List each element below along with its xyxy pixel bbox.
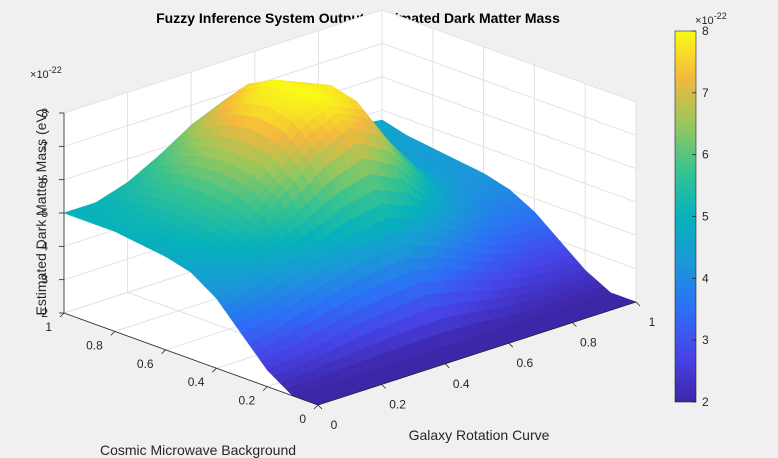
colorbar-tick-label: 4 xyxy=(702,271,709,285)
colorbar-tick-label: 6 xyxy=(702,148,709,162)
colorbar-exponent-base: 10 xyxy=(701,15,713,27)
colorbar-tick-label: 5 xyxy=(702,210,709,224)
gridline xyxy=(63,9,383,114)
x-tick-label: 0.6 xyxy=(516,356,533,370)
x-tick-label: 0 xyxy=(331,418,338,432)
x-tick-mark xyxy=(635,301,641,307)
x-tick-mark xyxy=(381,384,386,389)
colorbar-exponent-prefix: × xyxy=(695,15,701,27)
y-axis-label: Cosmic Microwave Background xyxy=(100,442,296,458)
y-tick-mark xyxy=(59,312,65,318)
z-tick-label: 7 xyxy=(41,139,48,153)
y-tick-label: 0 xyxy=(299,412,306,426)
z-exponent-prefix: × xyxy=(30,69,36,81)
colorbar-tick-label: 8 xyxy=(702,24,709,38)
z-exponent-label: ×10-22 xyxy=(30,65,62,81)
y-tick-label: 1 xyxy=(45,320,52,334)
x-axis-label: Galaxy Rotation Curve xyxy=(409,427,550,443)
x-tick-mark xyxy=(444,363,450,369)
y-tick-mark xyxy=(212,367,217,373)
x-tick-mark xyxy=(317,404,323,410)
colorbar-tick-label: 7 xyxy=(702,86,709,100)
axis-line xyxy=(317,301,637,406)
x-tick-mark xyxy=(572,322,577,327)
colorbar-ticks: 2 3 4 5 6 7 8 xyxy=(692,24,709,409)
colorbar-tick-label: 3 xyxy=(702,333,709,347)
gridline xyxy=(63,42,383,147)
y-tick-mark xyxy=(313,404,319,410)
z-tick-label: 4 xyxy=(41,239,48,253)
y-tick-mark xyxy=(110,331,116,336)
gridline xyxy=(381,109,637,203)
x-tick-label: 1 xyxy=(649,315,656,329)
y-tick-mark xyxy=(161,349,166,355)
z-tick-label: 8 xyxy=(41,106,48,120)
gridline xyxy=(381,42,637,136)
y-tick-label: 0.8 xyxy=(86,338,103,352)
z-tick-label: 6 xyxy=(41,173,48,187)
y-tick-label: 0.6 xyxy=(137,357,154,371)
z-exponent-power: -22 xyxy=(49,65,62,75)
y-tick-label: 0.4 xyxy=(188,375,205,389)
gridline xyxy=(381,76,637,170)
gridline xyxy=(381,9,637,103)
colorbar-exponent-label: ×10-22 xyxy=(695,11,727,27)
z-tick-label: 3 xyxy=(41,273,48,287)
z-tick-label: 2 xyxy=(41,306,48,320)
y-tick-label: 0.2 xyxy=(239,394,256,408)
z-tick-label: 5 xyxy=(41,206,48,220)
x-tick-mark xyxy=(508,342,514,348)
y-tick-mark xyxy=(262,386,268,391)
x-tick-label: 0.8 xyxy=(580,336,597,350)
axis-line xyxy=(63,312,319,406)
surface-plot xyxy=(63,79,637,406)
colorbar-tick-label: 2 xyxy=(702,395,709,409)
z-exponent-base: 10 xyxy=(36,69,48,81)
colorbar-exponent-power: -22 xyxy=(714,11,727,21)
x-tick-label: 0.2 xyxy=(389,397,406,411)
z-axis-label: Estimated Dark Matter Mass (eV) xyxy=(33,109,49,316)
x-tick-label: 0.4 xyxy=(453,377,470,391)
